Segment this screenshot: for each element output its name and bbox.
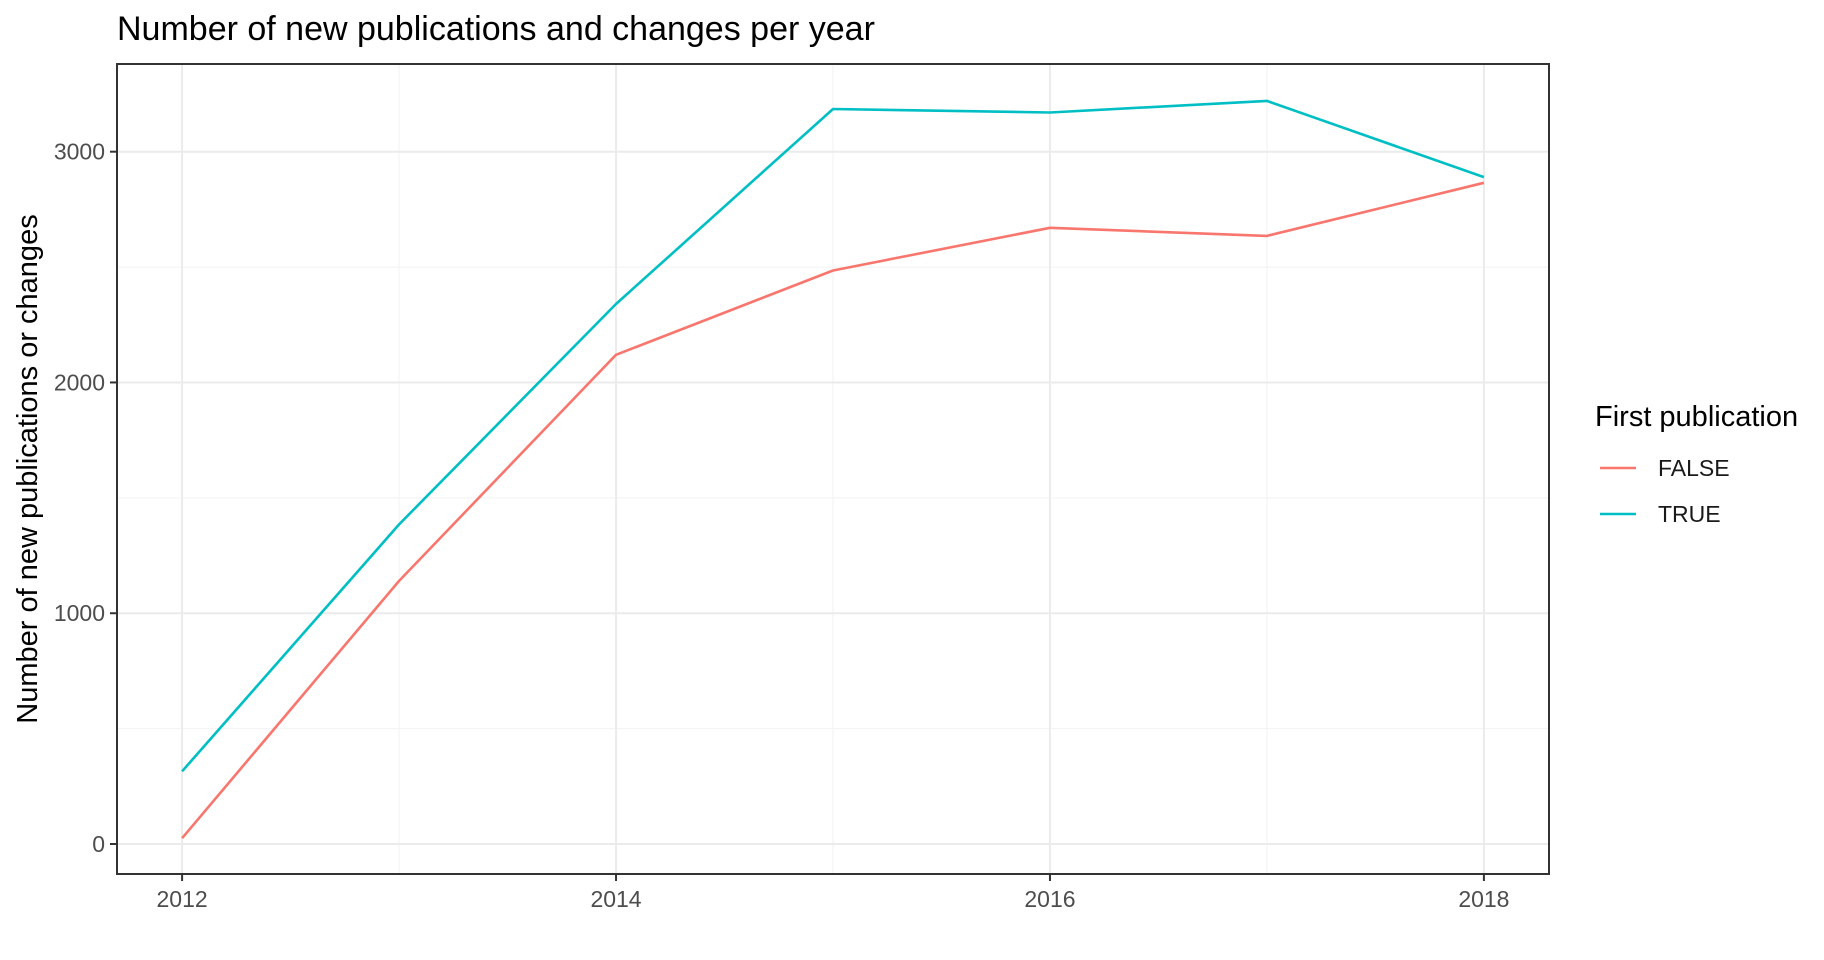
major-gridlines (117, 64, 1549, 874)
legend-title: First publication (1595, 401, 1798, 433)
legend: First publication FALSE TRUE (1595, 401, 1798, 527)
x-tick-label: 2018 (1458, 886, 1509, 912)
y-tick-label: 2000 (54, 369, 105, 395)
x-tick-label: 2012 (157, 886, 208, 912)
x-axis: 2012 2014 2016 2018 (157, 874, 1509, 912)
x-tick-label: 2016 (1024, 886, 1075, 912)
legend-label-true: TRUE (1658, 501, 1721, 527)
series-line-false (181, 181, 1485, 840)
legend-items: FALSE TRUE (1600, 455, 1730, 527)
y-tick-label: 1000 (54, 600, 105, 626)
plot-border (116, 63, 1550, 875)
x-tick-label: 2014 (590, 886, 641, 912)
legend-label-false: FALSE (1658, 455, 1730, 481)
y-tick-label: 0 (92, 831, 105, 857)
series-lines (181, 99, 1485, 840)
chart-title: Number of new publications and changes p… (117, 10, 875, 48)
minor-gridlines (117, 64, 1549, 874)
y-axis: 0 1000 2000 3000 (54, 139, 117, 857)
y-tick-label: 3000 (54, 139, 105, 165)
series-line-true (181, 99, 1485, 773)
y-axis-title: Number of new publications or changes (12, 214, 44, 723)
